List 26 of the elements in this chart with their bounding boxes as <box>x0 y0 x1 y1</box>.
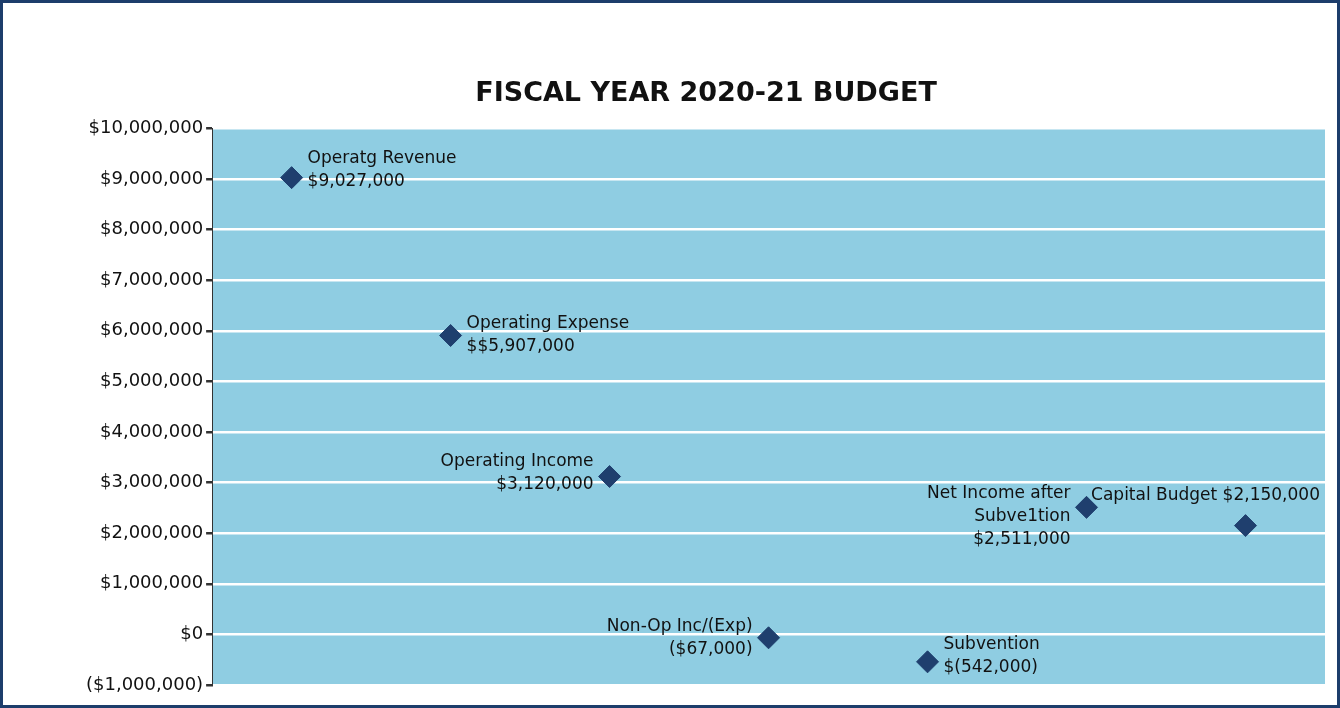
y-tick-label: $2,000,000 <box>100 520 204 542</box>
point <box>757 626 781 650</box>
data-label: Non-Op Inc/(Exp) ($67,000) <box>606 614 753 658</box>
y-tick-label: $4,000,000 <box>100 419 204 441</box>
y-tick-label: $0 <box>180 622 204 644</box>
y-tick-label: $8,000,000 <box>100 217 204 239</box>
data-label: Capital Budget $2,150,000 <box>1091 484 1320 505</box>
y-tick-label: $10,000,000 <box>88 116 204 138</box>
data-label: Operating Income $3,120,000 <box>440 450 594 494</box>
point <box>916 650 940 674</box>
point <box>280 166 304 190</box>
y-tick-label: $5,000,000 <box>100 369 204 391</box>
data-label: Operatg Revenue $9,027,000 <box>307 146 457 190</box>
chart-title: FISCAL YEAR 2020-21 BUDGET <box>475 76 938 108</box>
data-label: Net Income after Subve1tion $2,511,000 <box>927 481 1071 548</box>
data-label: Subvention $(542,000) <box>943 632 1040 676</box>
y-tick-label: ($1,000,000) <box>86 672 204 694</box>
y-tick-label: $1,000,000 <box>100 571 204 593</box>
data-label: Operating Expense $$5,907,000 <box>466 312 630 356</box>
point <box>439 324 463 348</box>
point <box>1234 514 1258 538</box>
y-tick-label: $9,000,000 <box>100 166 204 188</box>
y-tick-label: $7,000,000 <box>100 267 204 289</box>
y-tick-label: $6,000,000 <box>100 318 204 340</box>
y-tick-label: $3,000,000 <box>100 470 204 492</box>
point <box>598 465 622 489</box>
